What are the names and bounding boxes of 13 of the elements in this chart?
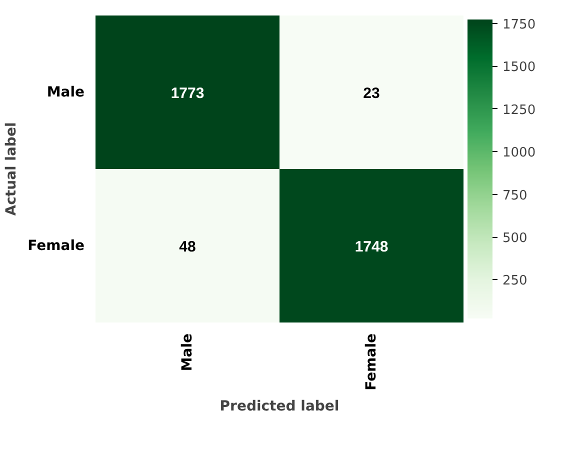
color-bar-label: 1750 xyxy=(502,17,536,32)
color-bar-label: 750 xyxy=(502,188,528,204)
y-axis-title: Actual label xyxy=(4,122,20,216)
data-label: 1748 xyxy=(354,238,388,256)
color-bar-label: 250 xyxy=(502,274,528,289)
data-label: 1773 xyxy=(170,84,204,102)
data-label: 48 xyxy=(179,238,196,256)
color-bar-label: 1000 xyxy=(502,146,536,161)
x-axis-title: Predicted label xyxy=(220,398,340,414)
color-bar-label: 500 xyxy=(502,231,528,246)
color-bar-label: 1500 xyxy=(502,60,536,76)
color-bar-label: 1250 xyxy=(502,102,536,118)
data-label: 23 xyxy=(363,84,380,102)
